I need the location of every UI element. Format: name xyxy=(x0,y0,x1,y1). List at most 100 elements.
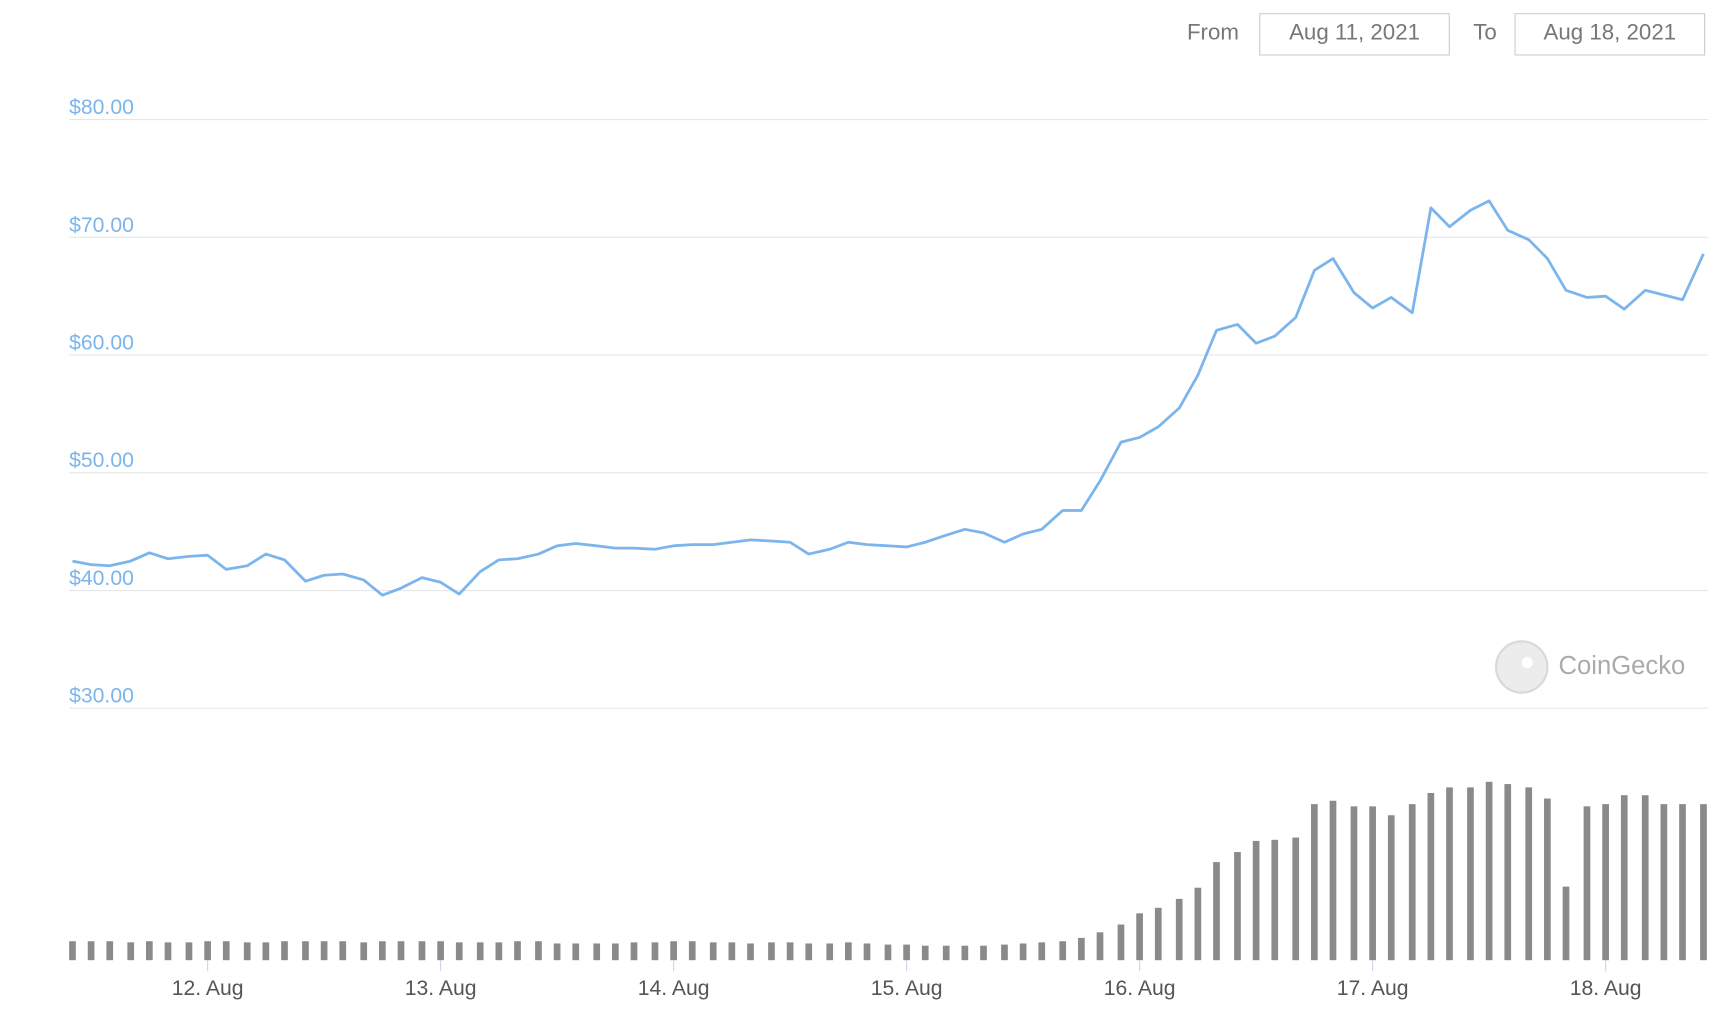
y-tick-label: $80.00 xyxy=(69,96,134,119)
volume-bar xyxy=(1096,932,1104,961)
volume-bar xyxy=(805,943,813,961)
volume-bar xyxy=(826,943,834,961)
volume-bar xyxy=(1427,792,1435,961)
volume-bar xyxy=(651,942,659,961)
volume-bar xyxy=(1525,787,1533,961)
volume-bar xyxy=(980,945,987,961)
volume-bar xyxy=(204,941,211,961)
volume-bar xyxy=(1700,804,1707,961)
volume-bar xyxy=(360,942,368,961)
volume-bar xyxy=(1311,804,1318,961)
volume-bar xyxy=(164,942,172,961)
volume-bar xyxy=(1620,795,1628,961)
volume-bar xyxy=(1136,913,1143,961)
y-tick-label: $40.00 xyxy=(69,567,134,590)
x-tick-label: 15. Aug xyxy=(871,977,943,1000)
volume-bar xyxy=(1467,787,1474,961)
volume-bar xyxy=(1292,837,1300,961)
volume-bar xyxy=(1485,781,1493,961)
volume-bar xyxy=(514,941,521,961)
volume-bar xyxy=(1562,886,1570,961)
volume-bar xyxy=(495,942,503,961)
volume-bar xyxy=(476,942,484,961)
x-tick-label: 16. Aug xyxy=(1104,977,1176,1000)
volume-bar xyxy=(127,942,135,961)
volume-bar xyxy=(1660,804,1668,961)
volume-bar xyxy=(1038,942,1046,961)
y-tick-label: $60.00 xyxy=(69,332,134,355)
volume-bar xyxy=(747,943,754,961)
volume-bar xyxy=(281,941,288,961)
volume-bar xyxy=(1544,798,1551,961)
volume-bar xyxy=(884,944,892,961)
volume-bar xyxy=(222,941,230,961)
from-label: From xyxy=(1187,20,1239,45)
gecko-icon xyxy=(1494,640,1549,694)
volume-bar xyxy=(670,941,677,961)
volume-bar xyxy=(1602,804,1609,961)
to-label: To xyxy=(1473,20,1497,45)
to-date: Aug 18, 2021 xyxy=(1544,20,1677,45)
volume-bar xyxy=(320,941,328,961)
volume-bar xyxy=(1252,840,1260,961)
volume-bar xyxy=(572,943,580,961)
y-tick-label: $70.00 xyxy=(69,214,134,237)
volume-bar xyxy=(455,942,463,961)
volume-bar xyxy=(1019,943,1027,961)
x-tick-label: 12. Aug xyxy=(172,977,244,1000)
volume-bar xyxy=(1059,941,1067,961)
volume-bar xyxy=(1446,787,1453,961)
volume-bar xyxy=(1154,907,1162,961)
volume-bar xyxy=(942,945,950,961)
volume-bar xyxy=(185,942,193,961)
volume-bar xyxy=(1641,795,1649,961)
volume-bar xyxy=(397,941,405,961)
from-input[interactable] xyxy=(1259,13,1450,56)
volume-bar xyxy=(553,943,561,961)
volume-bar xyxy=(1408,804,1416,961)
volume-bar xyxy=(903,944,910,961)
volume-bar xyxy=(262,942,270,961)
price-line xyxy=(72,199,1705,597)
volume-bar xyxy=(1329,800,1337,961)
y-tick-label: $50.00 xyxy=(69,449,134,472)
volume-bar xyxy=(612,943,619,961)
volume-bar xyxy=(1679,804,1686,961)
volume-bar xyxy=(87,941,95,961)
watermark-text: CoinGecko xyxy=(1559,652,1686,680)
watermark: CoinGecko xyxy=(1494,640,1686,694)
volume-bar xyxy=(1583,806,1591,961)
volume-bar xyxy=(1504,784,1512,961)
volume-bar xyxy=(630,942,638,961)
volume-bar xyxy=(1001,944,1008,961)
volume-bar xyxy=(688,941,696,961)
volume-bar xyxy=(961,945,969,961)
x-tick-label: 18. Aug xyxy=(1570,977,1642,1000)
volume-bar xyxy=(302,941,309,961)
volume-bar xyxy=(418,941,426,961)
from-date: Aug 11, 2021 xyxy=(1289,20,1420,45)
volume-bar xyxy=(1117,924,1125,961)
x-tick-label: 13. Aug xyxy=(405,977,477,1000)
volume-bar xyxy=(1271,839,1279,961)
volume-bar xyxy=(69,941,76,961)
x-tick-label: 17. Aug xyxy=(1337,977,1409,1000)
volume-bar xyxy=(1213,862,1220,961)
volume-bar xyxy=(1387,815,1395,961)
volume-bar xyxy=(146,941,153,961)
volume-bar xyxy=(535,941,542,961)
volume-bar xyxy=(1234,852,1241,961)
volume-bar xyxy=(339,941,347,961)
to-input[interactable] xyxy=(1514,13,1706,56)
volume-bar xyxy=(921,945,929,961)
volume-bar xyxy=(1350,806,1358,961)
x-tick-label: 14. Aug xyxy=(638,977,710,1000)
volume-bar xyxy=(106,941,114,961)
volume-bar xyxy=(1078,937,1085,961)
volume-bar xyxy=(379,941,386,961)
volume-bar xyxy=(1194,887,1202,961)
volume-bar xyxy=(845,942,852,961)
volume-bar xyxy=(593,943,601,961)
y-tick-label: $30.00 xyxy=(69,685,134,708)
